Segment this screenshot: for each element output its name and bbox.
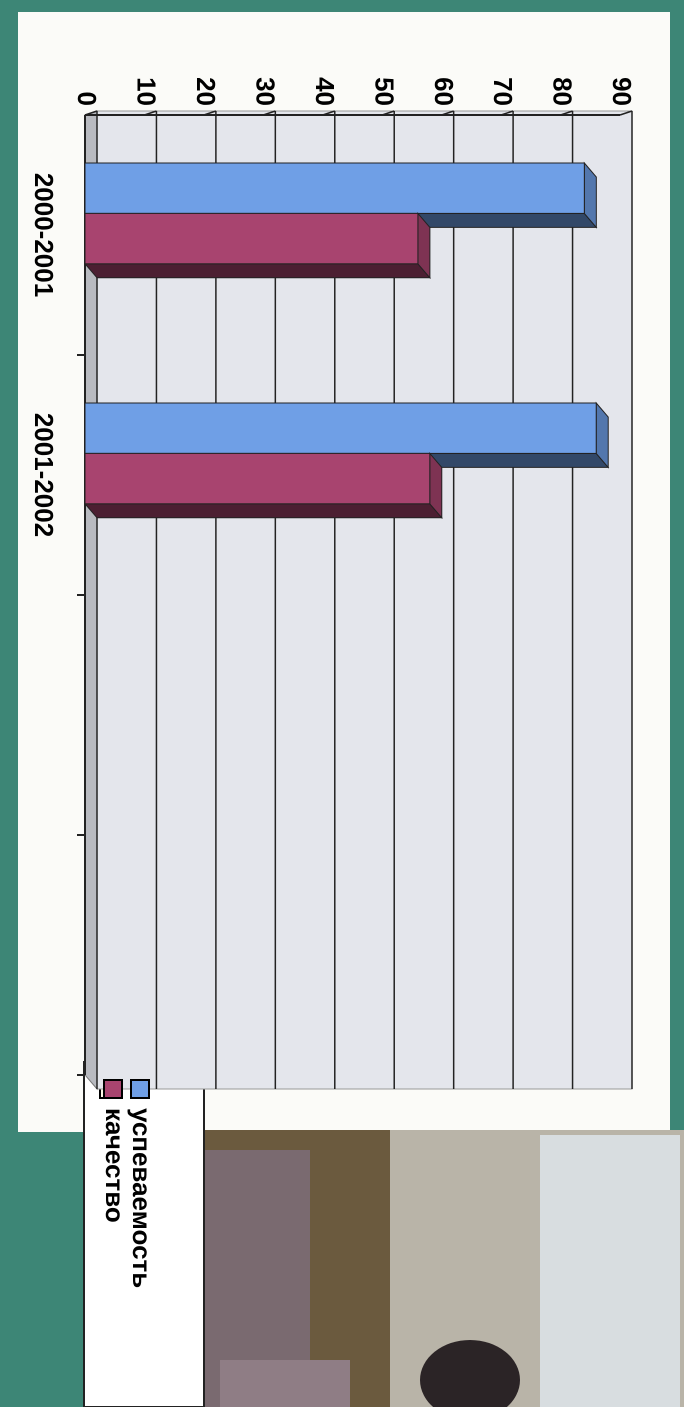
legend-box [83,1061,205,1407]
bar [84,212,419,265]
y-tick-label: 70 [488,77,518,106]
legend-label: успеваемость [127,1108,157,1288]
legend-swatch [130,1079,150,1099]
bar-side [83,503,443,519]
bar [84,402,597,454]
y-tick-label: 0 [72,92,102,106]
bar [84,162,585,214]
x-tick-label: 2001-2002 [29,413,59,537]
tick-mark [619,110,633,116]
legend-swatch [103,1079,123,1099]
photo [200,1130,684,1407]
bar [84,452,431,505]
legend-label: качество [100,1108,130,1223]
y-tick-label: 10 [132,77,162,106]
y-tick-label: 20 [191,77,221,106]
x-tick-label: 2000-2001 [29,173,59,297]
y-tick-label: 40 [310,77,340,106]
y-tick-label: 80 [548,77,578,106]
y-tick-label: 90 [607,77,637,106]
y-tick-label: 60 [429,77,459,106]
y-tick-label: 50 [369,77,399,106]
bar-side [83,263,431,279]
y-tick-label: 30 [250,77,280,106]
